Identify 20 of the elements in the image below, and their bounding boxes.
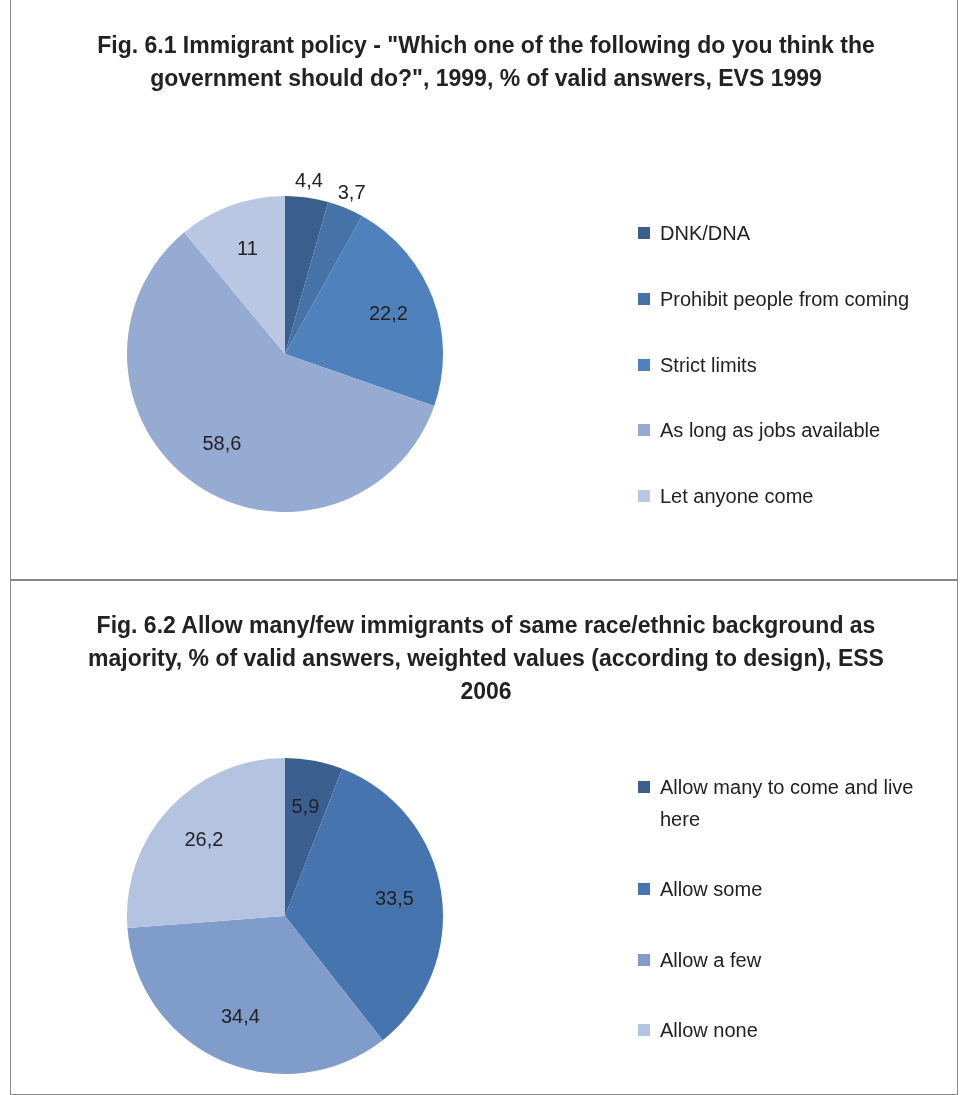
data-label: 11 bbox=[237, 237, 258, 260]
chart-title: Fig. 6.2 Allow many/few immigrants of same race/ethnic background as majority, % of valid answers, weighted values (according to design), ESS 2006 bbox=[87, 611, 885, 706]
data-label: 26,2 bbox=[184, 828, 224, 851]
legend-label: DNK/DNA bbox=[660, 221, 751, 246]
legend-label: Allow a few bbox=[660, 947, 762, 973]
chart-title: Fig. 6.1 Immigrant policy - "Which one of the following do you think the government should do?", 1999, % of valid answers, EVS 1999 bbox=[96, 31, 876, 93]
legend-label: Allow many to come and live here bbox=[660, 775, 915, 832]
legend-label: Allow some bbox=[660, 877, 763, 903]
legend-label: Let anyone come bbox=[660, 484, 814, 509]
legend-label: Prohibit people from coming bbox=[660, 286, 910, 312]
legend-label: Strict limits bbox=[660, 352, 757, 378]
legend-label: Allow none bbox=[660, 1018, 758, 1043]
data-label: 4,4 bbox=[295, 169, 323, 192]
data-label: 22,2 bbox=[368, 302, 408, 325]
legend-label: As long as jobs available bbox=[660, 418, 881, 444]
data-label: 34,4 bbox=[220, 1004, 260, 1027]
data-label: 5,9 bbox=[291, 794, 320, 817]
data-label: 3,7 bbox=[337, 180, 366, 203]
data-label: 33,5 bbox=[374, 887, 414, 910]
data-label: 58,6 bbox=[202, 432, 242, 455]
